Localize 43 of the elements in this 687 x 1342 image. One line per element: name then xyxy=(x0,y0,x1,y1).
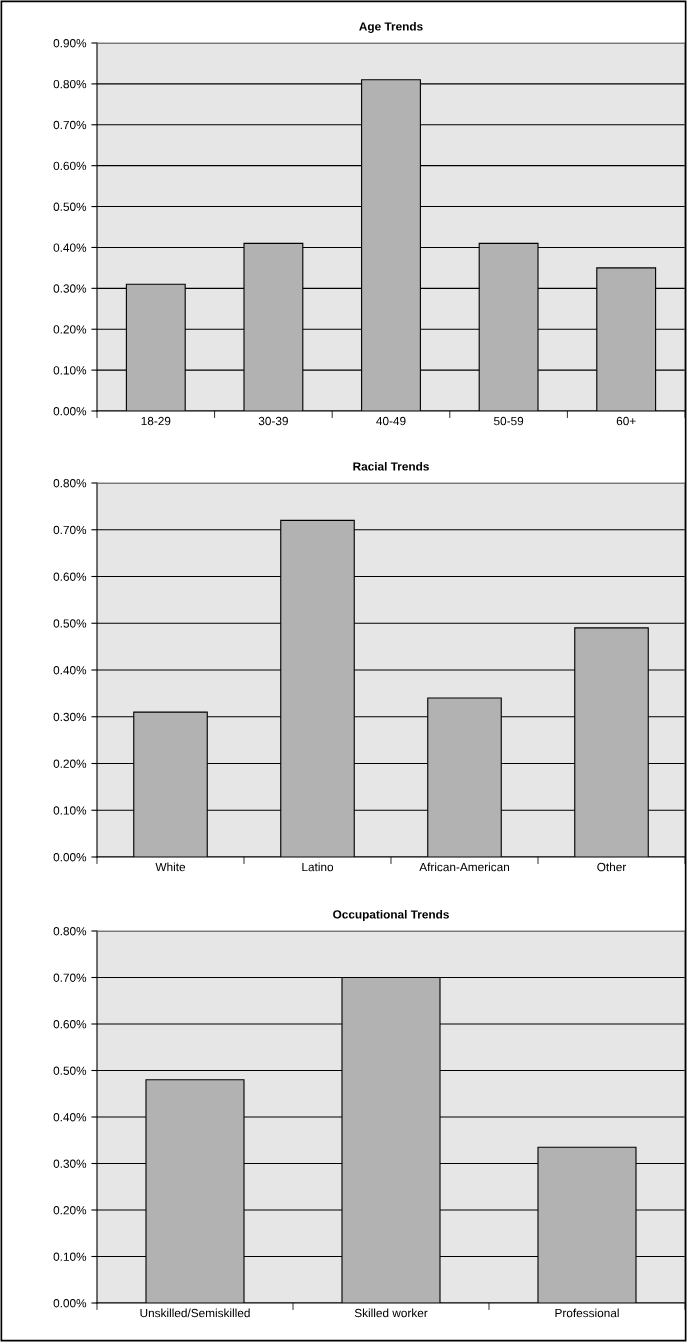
y-tick-label: 0.20% xyxy=(53,759,87,768)
chart-title: Occupational Trends xyxy=(333,909,449,921)
y-tick-label: 0.00% xyxy=(53,1299,87,1308)
chart-title: Age Trends xyxy=(359,21,423,33)
x-tick-label: Skilled worker xyxy=(354,1308,428,1318)
y-tick-label: 0.70% xyxy=(53,973,87,982)
x-tick-label: 50-59 xyxy=(493,416,524,426)
chart-title: Racial Trends xyxy=(353,461,429,471)
y-tick-label: 0.40% xyxy=(53,666,87,675)
y-tick-label: 0.50% xyxy=(53,202,87,211)
y-tick-label: 0.80% xyxy=(53,927,87,936)
y-tick-label: 0.90% xyxy=(53,39,87,48)
x-tick-label: Other xyxy=(597,862,627,872)
x-tick-label: 30-39 xyxy=(258,416,288,426)
y-tick-label: 0.50% xyxy=(53,619,87,628)
x-tick-label: White xyxy=(155,862,186,872)
x-tick-label: Professional xyxy=(555,1308,619,1318)
x-tick-label: 60+ xyxy=(616,416,636,426)
y-tick-label: 0.80% xyxy=(53,79,87,89)
x-tick-label: Latino xyxy=(302,862,334,872)
y-tick-label: 0.40% xyxy=(53,243,87,252)
y-tick-label: 0.10% xyxy=(53,366,87,375)
y-tick-label: 0.60% xyxy=(53,572,87,581)
y-tick-label: 0.10% xyxy=(53,806,87,815)
y-tick-label: 0.00% xyxy=(53,853,87,862)
y-tick-label: 0.70% xyxy=(53,120,87,130)
x-tick-label: Unskilled/Semiskilled xyxy=(140,1308,250,1318)
y-tick-label: 0.70% xyxy=(53,525,87,535)
y-tick-label: 0.30% xyxy=(53,284,87,293)
y-tick-label: 0.40% xyxy=(53,1113,87,1122)
y-tick-label: 0.30% xyxy=(53,1159,87,1168)
y-tick-label: 0.60% xyxy=(53,161,87,171)
y-tick-label: 0.80% xyxy=(53,479,87,488)
y-tick-label: 0.10% xyxy=(53,1252,87,1261)
y-tick-label: 0.50% xyxy=(53,1066,87,1075)
x-tick-label: 40-49 xyxy=(376,416,406,426)
y-tick-label: 0.20% xyxy=(53,1206,87,1215)
y-tick-label: 0.20% xyxy=(53,325,87,334)
x-tick-label: 18-29 xyxy=(141,416,171,426)
x-tick-label: African-American xyxy=(419,862,509,872)
y-tick-label: 0.00% xyxy=(53,407,87,416)
y-tick-label: 0.30% xyxy=(53,712,87,722)
y-tick-label: 0.60% xyxy=(53,1020,87,1029)
